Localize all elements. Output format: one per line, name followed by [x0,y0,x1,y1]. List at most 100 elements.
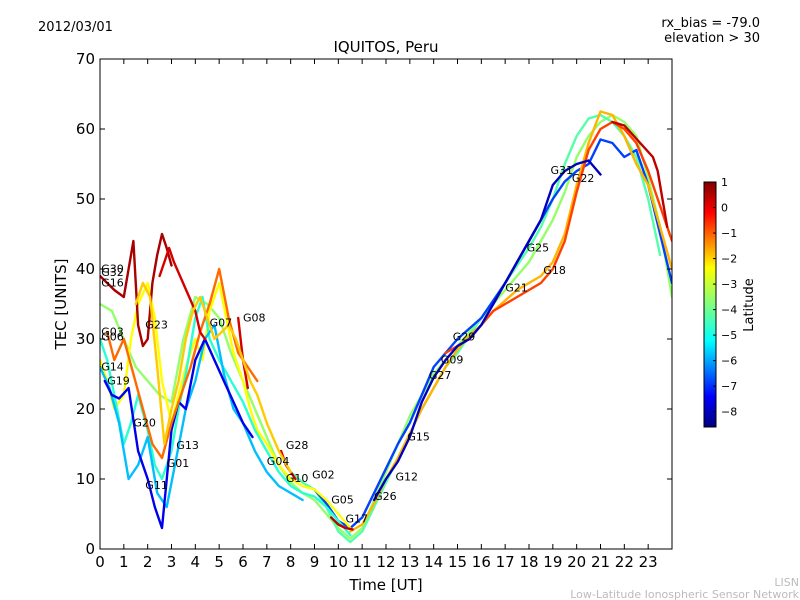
colorbar-tick-label: −2 [721,253,737,266]
colorbar [703,181,717,428]
colorbar-tick-label: −3 [721,278,737,291]
x-tick-label: 17 [496,553,515,571]
colorbar-tick-label: −1 [721,227,737,240]
colorbar-tick-label: −8 [721,406,737,419]
x-tick-label: 4 [191,553,201,571]
x-tick-label: 8 [286,553,296,571]
satellite-label-g28: G28 [286,439,309,452]
satellite-label-g29: G29 [453,330,476,343]
y-tick-label: 60 [76,120,95,138]
satellite-label-g19: G19 [107,375,130,388]
satellite-label-g15: G15 [407,431,430,444]
x-tick-label: 5 [214,553,224,571]
x-tick-label: 15 [448,553,467,571]
x-tick-label: 0 [95,553,105,571]
satellite-label-g12: G12 [396,470,419,483]
x-tick-label: 12 [376,553,395,571]
x-axis-label: Time [UT] [348,576,422,594]
elevation-label: elevation > 30 [664,31,760,46]
series-night-red-3 [330,120,669,531]
series-night-yellow [134,281,292,474]
series-night-teal [100,323,304,509]
series-day-green-2 [289,113,662,544]
satellite-label-g14: G14 [101,361,124,374]
x-tick-label: 22 [615,553,634,571]
y-tick-label: 70 [76,50,95,68]
x-tick-label: 1 [119,553,129,571]
satellite-label-g31: G31 [551,164,574,177]
x-tick-label: 13 [400,553,419,571]
series-day-blue [372,159,602,502]
x-tick-label: 6 [238,553,248,571]
satellite-label-g01: G01 [167,457,190,470]
colorbar-tick-label: −4 [721,304,737,317]
x-tick-label: 2 [143,553,153,571]
colorbar-label: Latitude [742,278,757,332]
chart-title: IQUITOS, Peru [333,38,438,56]
x-tick-label: 11 [353,553,372,571]
series-day-cyan [313,138,672,530]
colorbar-tick-label: −7 [721,380,737,393]
satellite-label-g13: G13 [176,439,199,452]
satellite-label-g11: G11 [145,479,168,492]
plot-frame [99,58,673,550]
colorbar-tick-label: −5 [721,329,737,342]
satellite-label-g30: G30 [101,263,124,276]
x-tick-label: 7 [262,553,272,571]
colorbar-tick-label: 0 [721,202,728,215]
x-tick-label: 9 [310,553,320,571]
satellite-label-g23: G23 [145,319,168,332]
y-tick-label: 0 [85,540,95,558]
satellite-label-g21: G21 [505,281,528,294]
x-tick-label: 16 [472,553,491,571]
y-tick-label: 40 [76,260,95,278]
y-axis-label: TEC [UNITS] [52,259,70,351]
date-label: 2012/03/01 [38,20,113,35]
y-tick-label: 10 [76,470,95,488]
colorbar-ticks: 1 0 −1 −2 −3 −4 −5 −6 −7 −8 [713,176,737,419]
satellite-label-g17: G17 [346,512,369,525]
x-tick-label: 10 [329,553,348,571]
satellite-label-g07: G07 [210,316,233,329]
satellite-label-g08: G08 [243,312,266,325]
satellite-label-g16: G16 [101,277,124,290]
y-tick-label: 50 [76,190,95,208]
series-layer [100,110,672,544]
series-day-yellow [349,110,672,533]
org-full-label: Low-Latitude Ionospheric Sensor Network [570,588,799,600]
x-axis: 0 1 2 3 4 5 6 7 8 9 10 11 12 13 14 15 16 17 18 19 20 21 22 23 [95,59,658,571]
x-tick-label: 21 [591,553,610,571]
satellite-label-g06: G06 [101,330,124,343]
satellite-label-g10: G10 [286,472,309,485]
satellite-label-g04: G04 [267,455,290,468]
colorbar-tick-label: 1 [721,176,728,189]
satellite-label-g03: G03 [101,326,124,339]
satellite-label-g20: G20 [133,417,156,430]
satellite-label-g27: G27 [429,369,452,382]
series-night-lime [100,281,352,530]
y-tick-label: 20 [76,400,95,418]
x-tick-label: 14 [424,553,443,571]
x-tick-label: 3 [167,553,177,571]
x-tick-label: 23 [639,553,658,571]
x-tick-label: 20 [567,553,586,571]
y-axis: 0 10 20 30 40 50 60 70 [76,50,672,558]
colorbar-tick-label: −6 [721,355,737,368]
org-short-label: LISN [774,576,799,589]
series-night-red-1 [100,232,173,348]
satellite-label-g09: G09 [441,354,464,367]
satellite-label-g18: G18 [543,264,566,277]
satellite-label-g25: G25 [527,242,550,255]
series-day-green-1 [100,113,672,540]
satellite-label-g02: G02 [312,468,335,481]
satellite-label-g32: G32 [101,266,124,279]
x-tick-label: 19 [543,553,562,571]
y-tick-label: 30 [76,330,95,348]
satellite-label-g05: G05 [331,494,354,507]
satellite-label-g22: G22 [572,172,595,185]
satellite-label-g26: G26 [374,490,397,503]
rx-bias-label: rx_bias = -79.0 [661,16,760,31]
x-tick-label: 18 [519,553,538,571]
